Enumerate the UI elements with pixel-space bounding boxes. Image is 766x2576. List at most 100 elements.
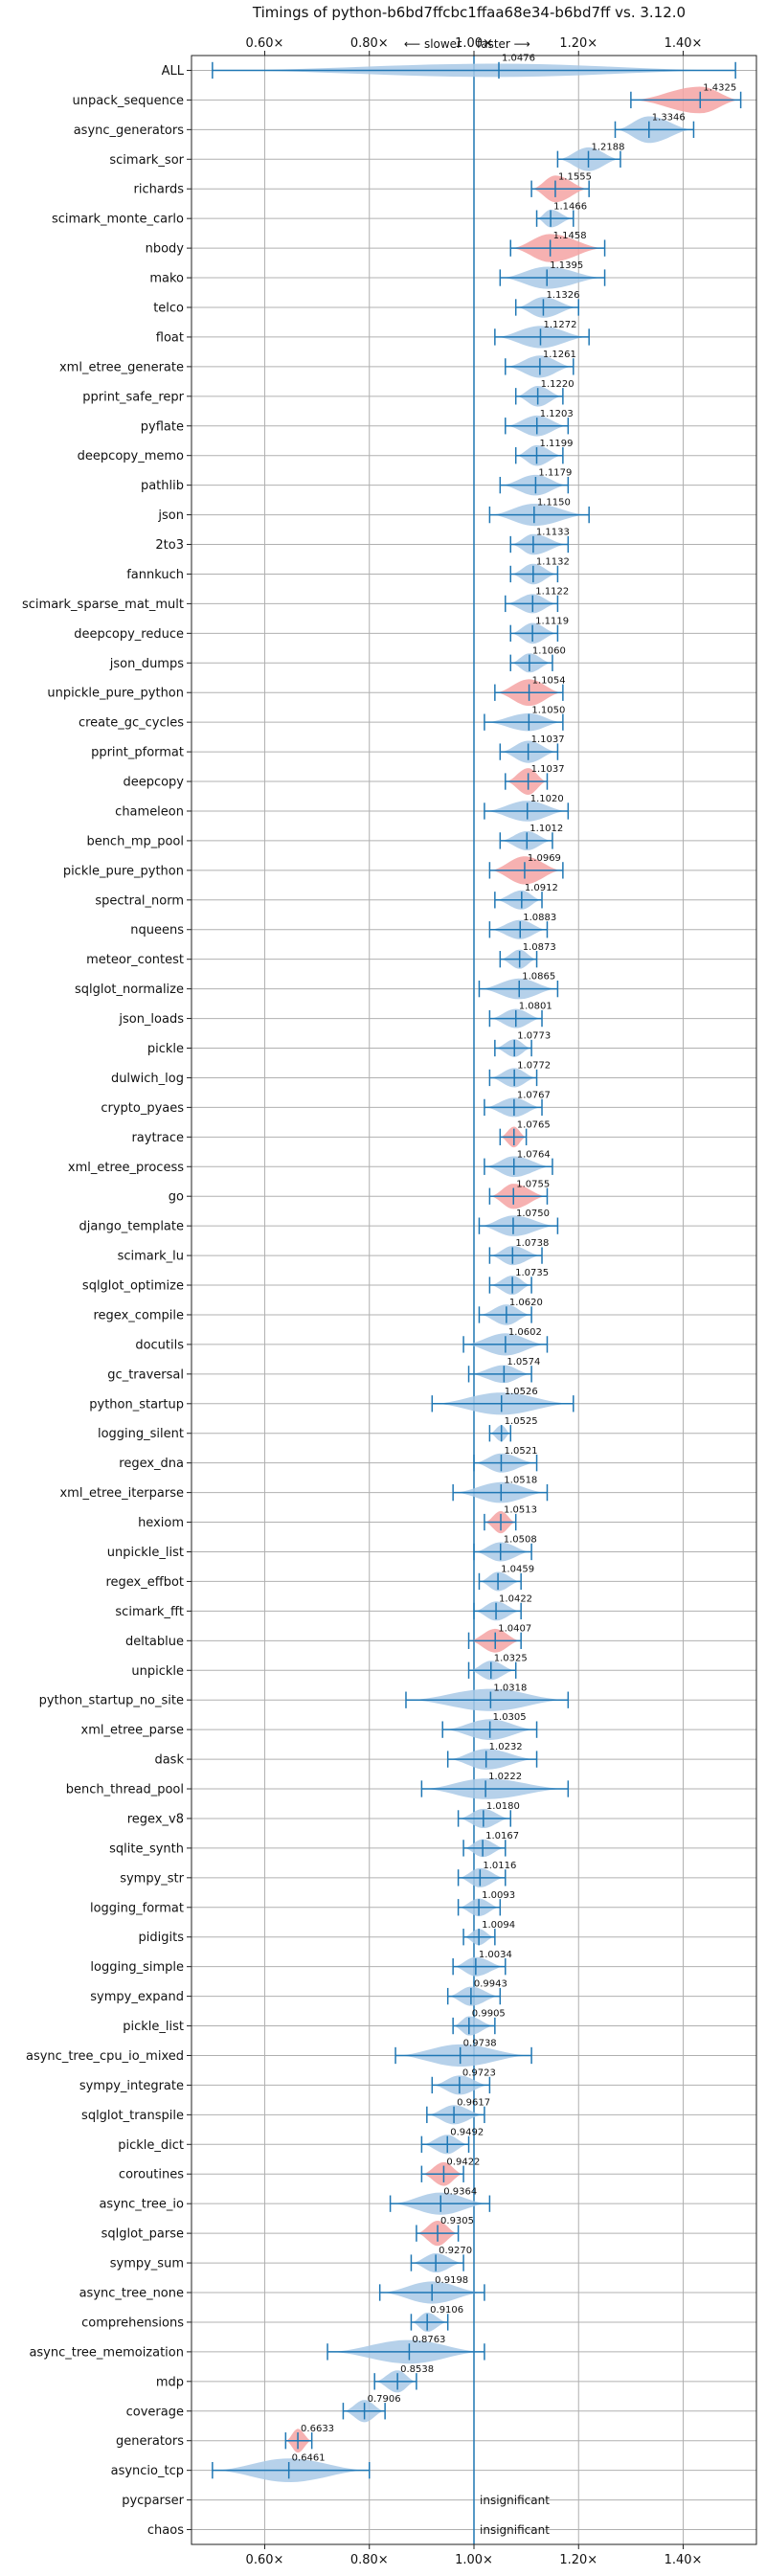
benchmark-label: crypto_pyaes [101, 1101, 184, 1116]
benchmark-label: logging_format [90, 1901, 184, 1915]
plot-frame [191, 55, 757, 2545]
value-label: 0.7906 [368, 2394, 401, 2405]
value-label: 1.0222 [488, 1772, 522, 1782]
x-tick-label-top: 1.20× [559, 36, 597, 51]
value-label: 1.0180 [486, 1801, 520, 1812]
benchmark-label: regex_effbot [105, 1575, 184, 1590]
value-label: 1.4325 [703, 83, 736, 94]
faster-direction-label: faster ⟶ [477, 37, 530, 51]
value-label: 1.0764 [517, 1149, 551, 1160]
benchmark-label: coroutines [119, 2168, 184, 2182]
value-label: 0.9905 [472, 2009, 506, 2020]
benchmark-label: xml_etree_generate [59, 360, 184, 374]
value-label: 1.1132 [536, 557, 570, 568]
value-label: 0.9943 [474, 1979, 507, 1990]
value-label: 1.1119 [535, 616, 569, 626]
benchmark-label: pprint_pformat [91, 746, 184, 760]
benchmark-label: fannkuch [126, 568, 184, 582]
value-label: 1.0738 [515, 1238, 549, 1249]
value-label: 0.6461 [292, 2453, 326, 2464]
benchmark-label: scimark_monte_carlo [52, 213, 184, 227]
value-label: 0.8763 [412, 2335, 445, 2345]
value-label: 1.2188 [592, 142, 625, 152]
value-label: 1.0574 [507, 1357, 540, 1367]
benchmark-label: chaos [147, 2523, 184, 2538]
benchmark-label: django_template [79, 1220, 184, 1234]
benchmark-label: docutils [135, 1338, 184, 1352]
benchmark-label: sympy_expand [90, 1990, 184, 2004]
value-label: 0.9270 [439, 2246, 472, 2256]
value-label: 0.6633 [301, 2424, 334, 2434]
x-tick-label-bottom: 0.80× [350, 2553, 389, 2567]
value-label: 1.1054 [532, 675, 566, 686]
label-layer: 0.60× 0.60× 0.80× 0.80× 1.00× 1.00× 1.20× 1.20×… [22, 36, 736, 2567]
value-label: 0.9364 [443, 2186, 477, 2197]
benchmark-label: sqlite_synth [109, 1842, 184, 1856]
benchmark-label: pyflate [141, 419, 184, 434]
value-label: 0.9738 [463, 2039, 497, 2049]
value-label: 1.0318 [493, 1683, 527, 1693]
value-label: 0.9617 [457, 2097, 490, 2108]
value-label: 0.9106 [430, 2305, 463, 2316]
value-label: 1.1555 [558, 171, 592, 182]
chart-title: Timings of python-b6bd7ffcbc1ffaa68e34-b… [252, 4, 686, 21]
x-tick-label-top: 0.80× [350, 36, 389, 51]
value-label: 0.9305 [440, 2216, 474, 2226]
benchmark-label: async_tree_memoization [29, 2345, 184, 2360]
benchmark-label: scimark_fft [115, 1605, 184, 1619]
value-label: 1.0305 [493, 1712, 527, 1723]
benchmark-label: async_tree_cpu_io_mixed [26, 2049, 184, 2064]
x-tick-label-bottom: 0.60× [246, 2553, 284, 2567]
benchmark-label: dask [154, 1753, 184, 1768]
value-label: 1.0755 [516, 1179, 550, 1189]
violin-layer [212, 61, 742, 2482]
benchmark-label: scimark_sparse_mat_mult [22, 598, 184, 612]
benchmark-label: gc_traversal [107, 1367, 184, 1382]
benchmark-label: asyncio_tcp [111, 2464, 184, 2478]
benchmark-label: chameleon [115, 804, 184, 819]
value-label: 1.0325 [494, 1653, 528, 1663]
benchmark-label: go [169, 1190, 184, 1205]
benchmark-label: async_tree_io [99, 2198, 184, 2212]
value-label: 1.0873 [523, 942, 556, 953]
benchmark-label: pickle_pure_python [63, 864, 184, 878]
benchmark-label: json_loads [118, 1012, 184, 1027]
benchmark-label: unpickle_list [107, 1546, 184, 1560]
benchmark-label: telco [153, 301, 184, 315]
x-tick-label-top: 0.60× [246, 36, 284, 51]
value-label: 1.0750 [516, 1209, 550, 1219]
value-label: 1.0912 [525, 883, 558, 893]
value-label: 1.0407 [498, 1623, 531, 1634]
benchmark-label: pathlib [141, 479, 184, 493]
value-label: 1.0116 [483, 1861, 516, 1871]
benchmark-label: unpack_sequence [72, 94, 184, 108]
value-label: 1.1037 [531, 734, 565, 745]
benchmark-label: hexiom [138, 1516, 184, 1530]
benchmark-label: python_startup_no_site [39, 1694, 184, 1708]
value-label: 1.0094 [482, 1920, 515, 1931]
value-label: 1.0883 [523, 913, 556, 923]
value-label: 0.9422 [446, 2157, 480, 2167]
value-label: 1.1203 [540, 409, 574, 419]
benchmark-label: create_gc_cycles [79, 716, 184, 731]
benchmark-label: nqueens [130, 923, 184, 938]
benchmark-label: coverage [126, 2405, 184, 2419]
value-label: 1.0034 [479, 1950, 512, 1960]
benchmark-label: sqlglot_normalize [75, 983, 184, 997]
value-label: 1.0167 [485, 1831, 519, 1842]
benchmark-label: regex_compile [93, 1308, 184, 1322]
value-label: 1.0772 [517, 1061, 551, 1072]
value-label: 1.1060 [532, 645, 566, 656]
benchmark-label: xml_etree_parse [81, 1724, 184, 1738]
value-label: 1.0773 [517, 1031, 551, 1042]
benchmark-label: deepcopy_memo [78, 449, 184, 463]
value-label: 1.0602 [508, 1327, 542, 1338]
benchmark-label: python_startup [89, 1397, 184, 1412]
benchmark-label: deepcopy [123, 776, 184, 790]
benchmark-label: logging_simple [90, 1960, 184, 1975]
value-label: 1.1050 [531, 705, 565, 715]
benchmark-label: raytrace [131, 1131, 184, 1145]
benchmark-label: regex_v8 [127, 1812, 184, 1826]
benchmark-label: pprint_safe_repr [82, 390, 184, 404]
